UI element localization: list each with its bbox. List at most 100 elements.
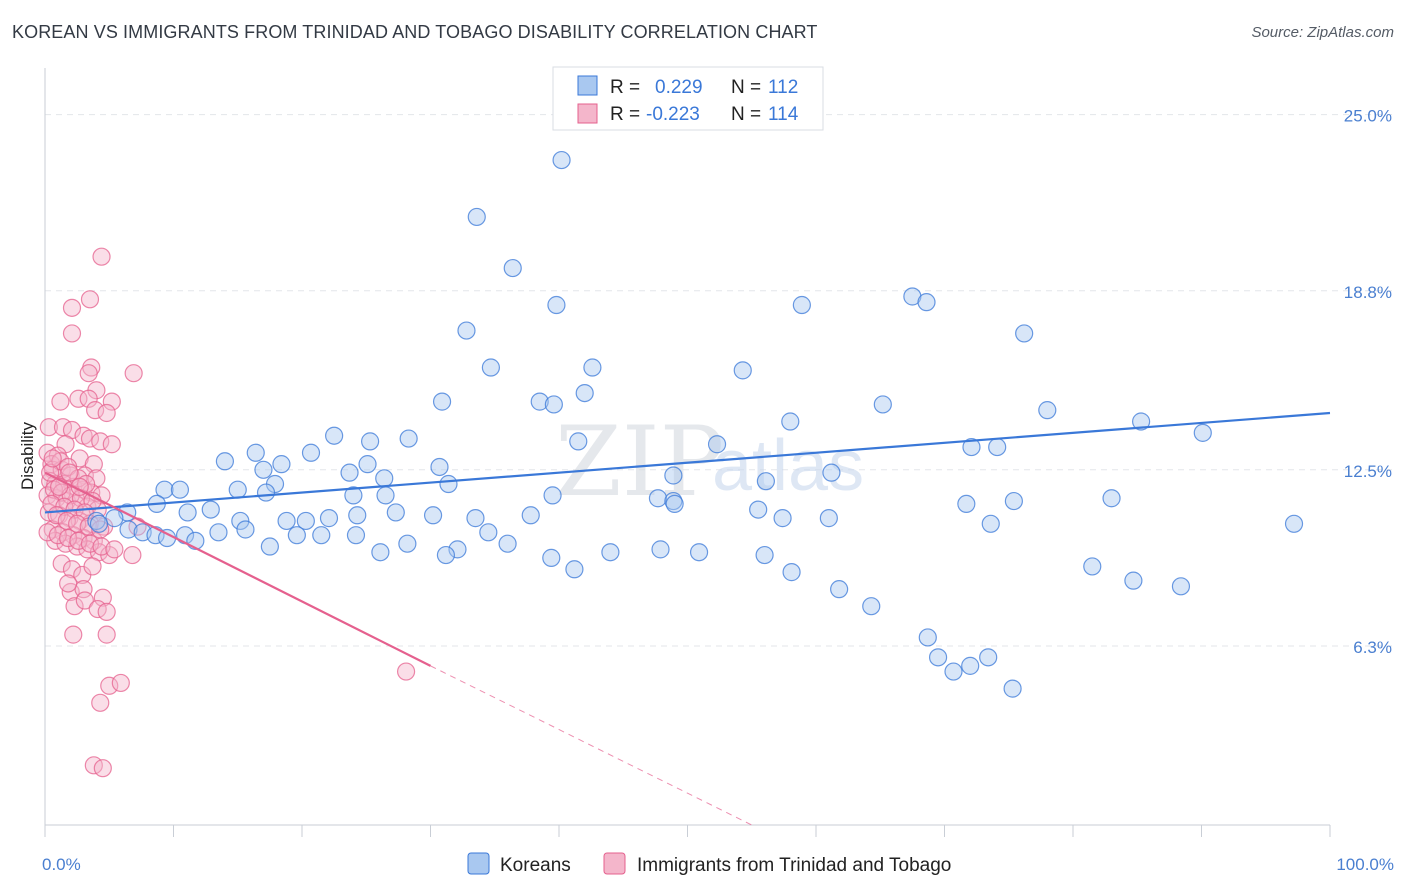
koreans-point-62 — [277, 511, 296, 531]
watermark-atlas: atlas — [712, 426, 864, 506]
koreans-point-35 — [340, 463, 359, 482]
trinidad-point-90 — [52, 554, 71, 573]
koreans-point-17 — [873, 395, 892, 414]
koreans-point-53 — [1004, 491, 1023, 511]
koreans-point-13 — [575, 383, 594, 403]
trinidad-point-14 — [39, 418, 58, 437]
legend-bottom-trinidad-label: Immigrants from Trinidad and Tobago — [637, 855, 951, 876]
koreans-point-93 — [542, 548, 561, 567]
koreans-point-90 — [479, 523, 498, 542]
legend-koreans-n-label: N = — [731, 77, 761, 98]
trinidad-point-84 — [48, 526, 67, 545]
koreans-point-57 — [178, 503, 197, 522]
trinidad-point-99 — [75, 591, 94, 610]
koreans-point-2 — [503, 258, 522, 278]
trinidad-point-85 — [59, 528, 78, 548]
koreans-point-92 — [498, 534, 517, 553]
koreans-point-20 — [1193, 423, 1212, 442]
trinidad-point-22 — [38, 443, 57, 462]
koreans-point-27 — [962, 437, 981, 457]
koreans-point-56 — [201, 500, 220, 519]
koreans-point-26 — [988, 437, 1007, 457]
trinidad-point-9 — [79, 389, 98, 408]
koreans-point-43 — [170, 480, 190, 499]
koreans-point-38 — [756, 472, 775, 491]
koreans-point-66 — [386, 503, 405, 522]
source-credit: Source: ZipAtlas.com — [1251, 24, 1394, 41]
koreans-point-54 — [1102, 489, 1121, 508]
legend-trinidad-swatch — [577, 103, 598, 124]
koreans-point-72 — [819, 509, 838, 528]
koreans-point-4 — [781, 412, 800, 431]
trinidad-point-13 — [97, 403, 116, 423]
legend-top: R = 0.229 N = 112 R = -0.223 N = 114 — [552, 66, 824, 131]
trinidad-point-103 — [97, 625, 116, 644]
trinidad-point-10 — [102, 392, 121, 411]
trinidad-point-101 — [97, 602, 116, 621]
trinidad-trend-line — [44, 471, 431, 667]
legend-bottom-koreans-swatch — [467, 852, 490, 875]
gridlines — [45, 114, 1392, 647]
koreans-point-69 — [521, 506, 540, 525]
trinidad-point-105 — [91, 693, 110, 712]
koreans-point-70 — [749, 500, 768, 519]
koreans-point-48 — [543, 486, 562, 505]
koreans-point-64 — [319, 509, 339, 528]
trinidad-point-109 — [93, 759, 112, 778]
koreans-point-42 — [155, 480, 174, 499]
trinidad-trend-extension — [430, 665, 752, 826]
trinidad-point-51 — [43, 520, 62, 539]
koreans-point-36 — [375, 469, 394, 488]
y-tick-labels: 6.3% 12.5% 18.8% 25.0% — [1344, 107, 1392, 657]
koreans-point-19 — [1132, 412, 1151, 431]
koreans-point-85 — [312, 526, 331, 545]
koreans-point-52 — [957, 494, 976, 514]
trinidad-point-6 — [124, 364, 143, 383]
koreans-point-28 — [246, 443, 265, 462]
trinidad-point-96 — [93, 588, 112, 607]
series-koreans-points — [87, 150, 1304, 698]
koreans-point-106 — [979, 648, 998, 667]
koreans-point-11 — [583, 358, 602, 377]
koreans-point-86 — [346, 526, 366, 545]
koreans-point-67 — [423, 506, 443, 525]
trinidad-point-93 — [83, 557, 102, 576]
koreans-point-91 — [436, 545, 456, 565]
koreans-point-95 — [601, 543, 620, 562]
koreans-point-83 — [260, 537, 279, 556]
koreans-point-102 — [918, 628, 937, 647]
trinidad-point-3 — [62, 324, 82, 343]
koreans-point-33 — [430, 457, 449, 477]
koreans-point-110 — [1171, 577, 1191, 596]
trinidad-point-31 — [87, 469, 106, 488]
trinidad-point-1 — [80, 290, 100, 309]
koreans-point-0 — [552, 150, 571, 170]
koreans-point-8 — [1015, 324, 1034, 343]
koreans-point-107 — [1003, 679, 1022, 698]
trinidad-point-107 — [396, 662, 416, 681]
legend-koreans-swatch — [577, 75, 598, 96]
koreans-point-105 — [961, 656, 980, 675]
y-tick-label-0: 6.3% — [1353, 638, 1392, 657]
koreans-point-84 — [287, 526, 306, 545]
koreans-point-12 — [733, 361, 752, 380]
trinidad-point-86 — [69, 531, 88, 550]
trend-lines — [44, 411, 1331, 826]
koreans-point-98 — [755, 545, 774, 565]
koreans-point-111 — [1284, 514, 1304, 533]
koreans-point-15 — [530, 392, 549, 411]
koreans-point-61 — [231, 511, 250, 531]
koreans-point-109 — [1124, 571, 1143, 590]
x-tick-label-min: 0.0% — [42, 855, 81, 874]
koreans-point-34 — [254, 460, 273, 479]
koreans-point-73 — [981, 514, 1000, 533]
koreans-point-23 — [361, 432, 380, 451]
trinidad-point-62 — [123, 545, 142, 565]
koreans-point-9 — [457, 321, 476, 340]
legend-top-box — [552, 66, 824, 131]
legend-trinidad-r-value: -0.223 — [646, 104, 700, 125]
koreans-point-81 — [209, 523, 228, 542]
legend-trinidad-n-label: N = — [731, 104, 761, 125]
koreans-point-68 — [466, 509, 485, 528]
